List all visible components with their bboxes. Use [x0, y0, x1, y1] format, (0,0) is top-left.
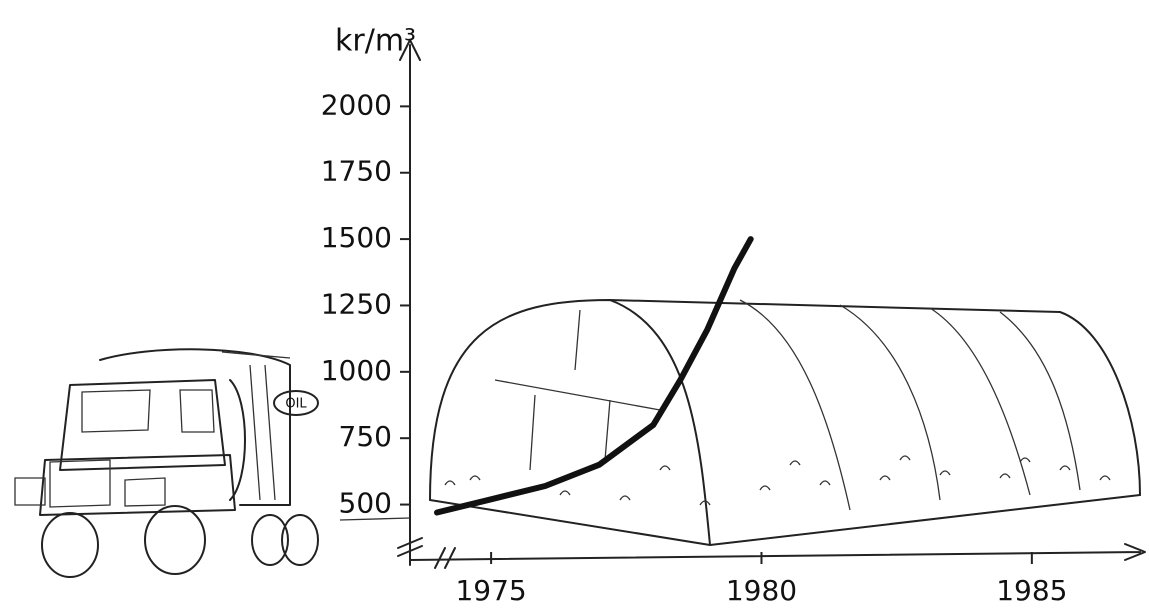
chart: OIL kr/m³ 500 750 1000 1250 1500 1750 2000 1975… — [0, 0, 1149, 611]
y-tick-label: 500 — [339, 487, 392, 520]
truck-label: OIL — [285, 397, 307, 412]
greenhouse — [430, 300, 1140, 545]
y-tick-label: 2000 — [321, 88, 392, 121]
y-tick-label: 1750 — [321, 155, 392, 188]
price-line — [437, 239, 751, 512]
x-tick-label: 1980 — [726, 574, 797, 607]
y-tick-label: 1250 — [321, 287, 392, 320]
y-tick-label: 1500 — [321, 221, 392, 254]
y-axis-label: kr/m³ — [335, 24, 416, 59]
x-tick-label: 1985 — [996, 574, 1067, 607]
y-tick-label: 750 — [339, 420, 392, 453]
y-tick-label: 1000 — [321, 354, 392, 387]
x-tick-label: 1975 — [455, 574, 526, 607]
